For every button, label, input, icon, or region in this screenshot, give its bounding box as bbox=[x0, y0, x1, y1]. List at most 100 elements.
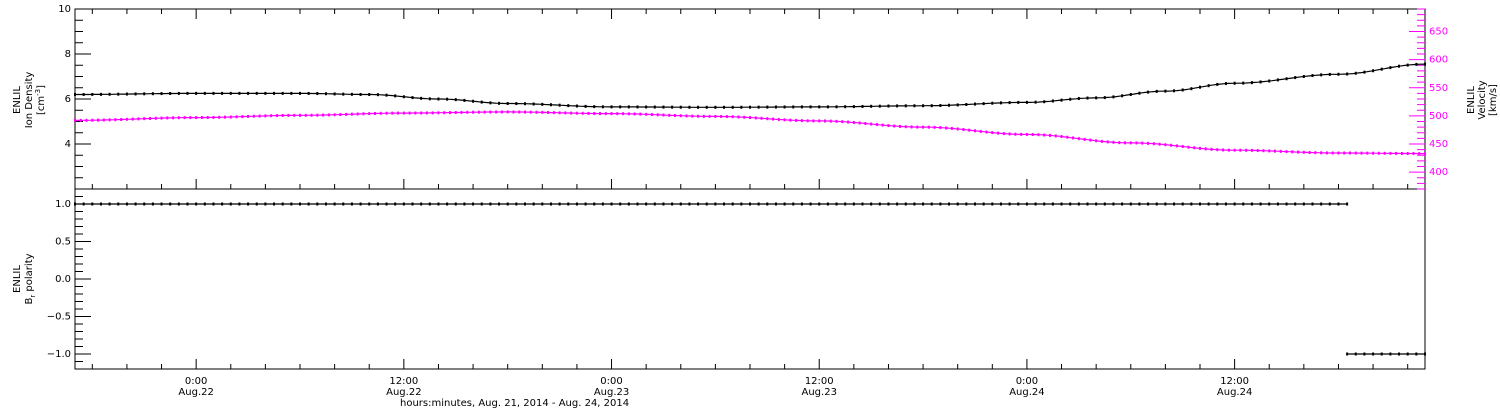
polarity-point bbox=[411, 202, 414, 206]
velocity-point bbox=[575, 111, 578, 115]
velocity-point bbox=[777, 117, 780, 121]
density-title-line3: [cm-3] bbox=[34, 85, 47, 115]
velocity-point bbox=[293, 113, 296, 117]
polarity-point bbox=[697, 202, 700, 206]
velocity-point bbox=[339, 113, 342, 117]
polarity-point bbox=[203, 202, 206, 206]
density-point bbox=[991, 101, 994, 105]
polarity-tick-label: 1.0 bbox=[55, 199, 71, 210]
polarity-tick-label: 0.0 bbox=[55, 274, 71, 285]
density-point bbox=[195, 91, 198, 95]
velocity-point bbox=[662, 113, 665, 117]
polarity-point bbox=[1294, 202, 1297, 206]
density-point bbox=[948, 103, 951, 107]
polarity-point bbox=[1372, 352, 1375, 356]
velocity-point bbox=[512, 110, 515, 114]
density-series bbox=[74, 62, 1426, 109]
polarity-series bbox=[74, 202, 1426, 356]
density-point bbox=[151, 92, 154, 96]
polarity-point bbox=[792, 202, 795, 206]
polarity-point bbox=[99, 202, 102, 206]
density-point bbox=[160, 92, 163, 96]
density-point bbox=[930, 104, 933, 108]
velocity-point bbox=[500, 110, 503, 114]
velocity-point bbox=[154, 116, 157, 120]
density-point bbox=[792, 105, 795, 109]
polarity-point bbox=[454, 202, 457, 206]
density-point bbox=[835, 105, 838, 109]
velocity-point bbox=[1360, 151, 1363, 155]
velocity-point bbox=[599, 112, 601, 116]
polarity-point bbox=[350, 202, 353, 206]
polarity-point bbox=[705, 202, 708, 206]
velocity-point bbox=[177, 116, 180, 120]
polarity-point bbox=[1147, 202, 1150, 206]
polarity-point bbox=[922, 202, 925, 206]
velocity-point bbox=[287, 113, 290, 117]
velocity-point bbox=[85, 118, 88, 122]
velocity-point bbox=[991, 131, 994, 135]
density-point bbox=[1043, 100, 1046, 104]
polarity-point bbox=[1216, 202, 1219, 206]
velocity-point bbox=[570, 111, 573, 115]
velocity-point bbox=[933, 125, 936, 129]
density-point bbox=[1346, 72, 1349, 76]
density-point bbox=[766, 105, 769, 109]
density-point bbox=[982, 102, 985, 106]
density-point bbox=[913, 104, 916, 108]
polarity-point bbox=[1129, 202, 1132, 206]
polarity-point bbox=[749, 202, 751, 206]
velocity-point bbox=[1124, 141, 1126, 145]
polarity-point bbox=[506, 202, 509, 206]
time-tick-label: 12:00 bbox=[805, 376, 834, 387]
density-point bbox=[714, 105, 717, 109]
polarity-point bbox=[1207, 202, 1210, 206]
polarity-point bbox=[472, 202, 475, 206]
polarity-point bbox=[342, 202, 345, 206]
density-point bbox=[411, 96, 414, 100]
density-point bbox=[1268, 79, 1271, 83]
velocity-point bbox=[252, 114, 255, 118]
velocity-point bbox=[812, 119, 815, 123]
time-tick-label: 12:00 bbox=[1220, 376, 1249, 387]
polarity-point bbox=[420, 202, 423, 206]
density-point bbox=[593, 105, 596, 109]
velocity-point bbox=[772, 117, 775, 121]
polarity-title-line1: ENLIL bbox=[12, 265, 23, 293]
polarity-point bbox=[1086, 202, 1089, 206]
time-tick-label: 0:00 bbox=[185, 376, 207, 387]
velocity-point bbox=[968, 128, 971, 132]
velocity-point bbox=[616, 112, 619, 116]
polarity-point bbox=[870, 202, 873, 206]
polarity-point bbox=[1017, 202, 1020, 206]
velocity-point bbox=[1412, 152, 1415, 156]
density-point bbox=[740, 105, 743, 109]
density-point bbox=[1017, 100, 1020, 104]
density-point bbox=[463, 98, 466, 102]
density-point bbox=[783, 105, 786, 109]
velocity-point bbox=[656, 113, 659, 117]
density-point bbox=[1112, 95, 1115, 99]
density-point bbox=[506, 102, 509, 105]
velocity-point bbox=[275, 114, 278, 118]
polarity-point bbox=[645, 202, 648, 206]
velocity-point bbox=[172, 116, 175, 120]
polarity-point bbox=[1398, 352, 1401, 356]
density-point bbox=[1415, 62, 1418, 66]
polarity-point bbox=[91, 202, 94, 206]
density-point bbox=[697, 105, 700, 109]
polarity-point bbox=[463, 202, 466, 206]
velocity-point bbox=[870, 122, 873, 126]
velocity-point bbox=[627, 112, 630, 116]
density-point bbox=[1406, 63, 1409, 67]
velocity-point bbox=[650, 113, 653, 117]
density-point bbox=[1069, 97, 1072, 101]
velocity-tick-label: 400 bbox=[1429, 167, 1448, 178]
density-point bbox=[1138, 91, 1141, 95]
polarity-point bbox=[299, 202, 301, 206]
polarity-point bbox=[125, 202, 128, 206]
velocity-point bbox=[102, 118, 105, 122]
density-point bbox=[1398, 64, 1401, 68]
polarity-point bbox=[904, 202, 907, 206]
